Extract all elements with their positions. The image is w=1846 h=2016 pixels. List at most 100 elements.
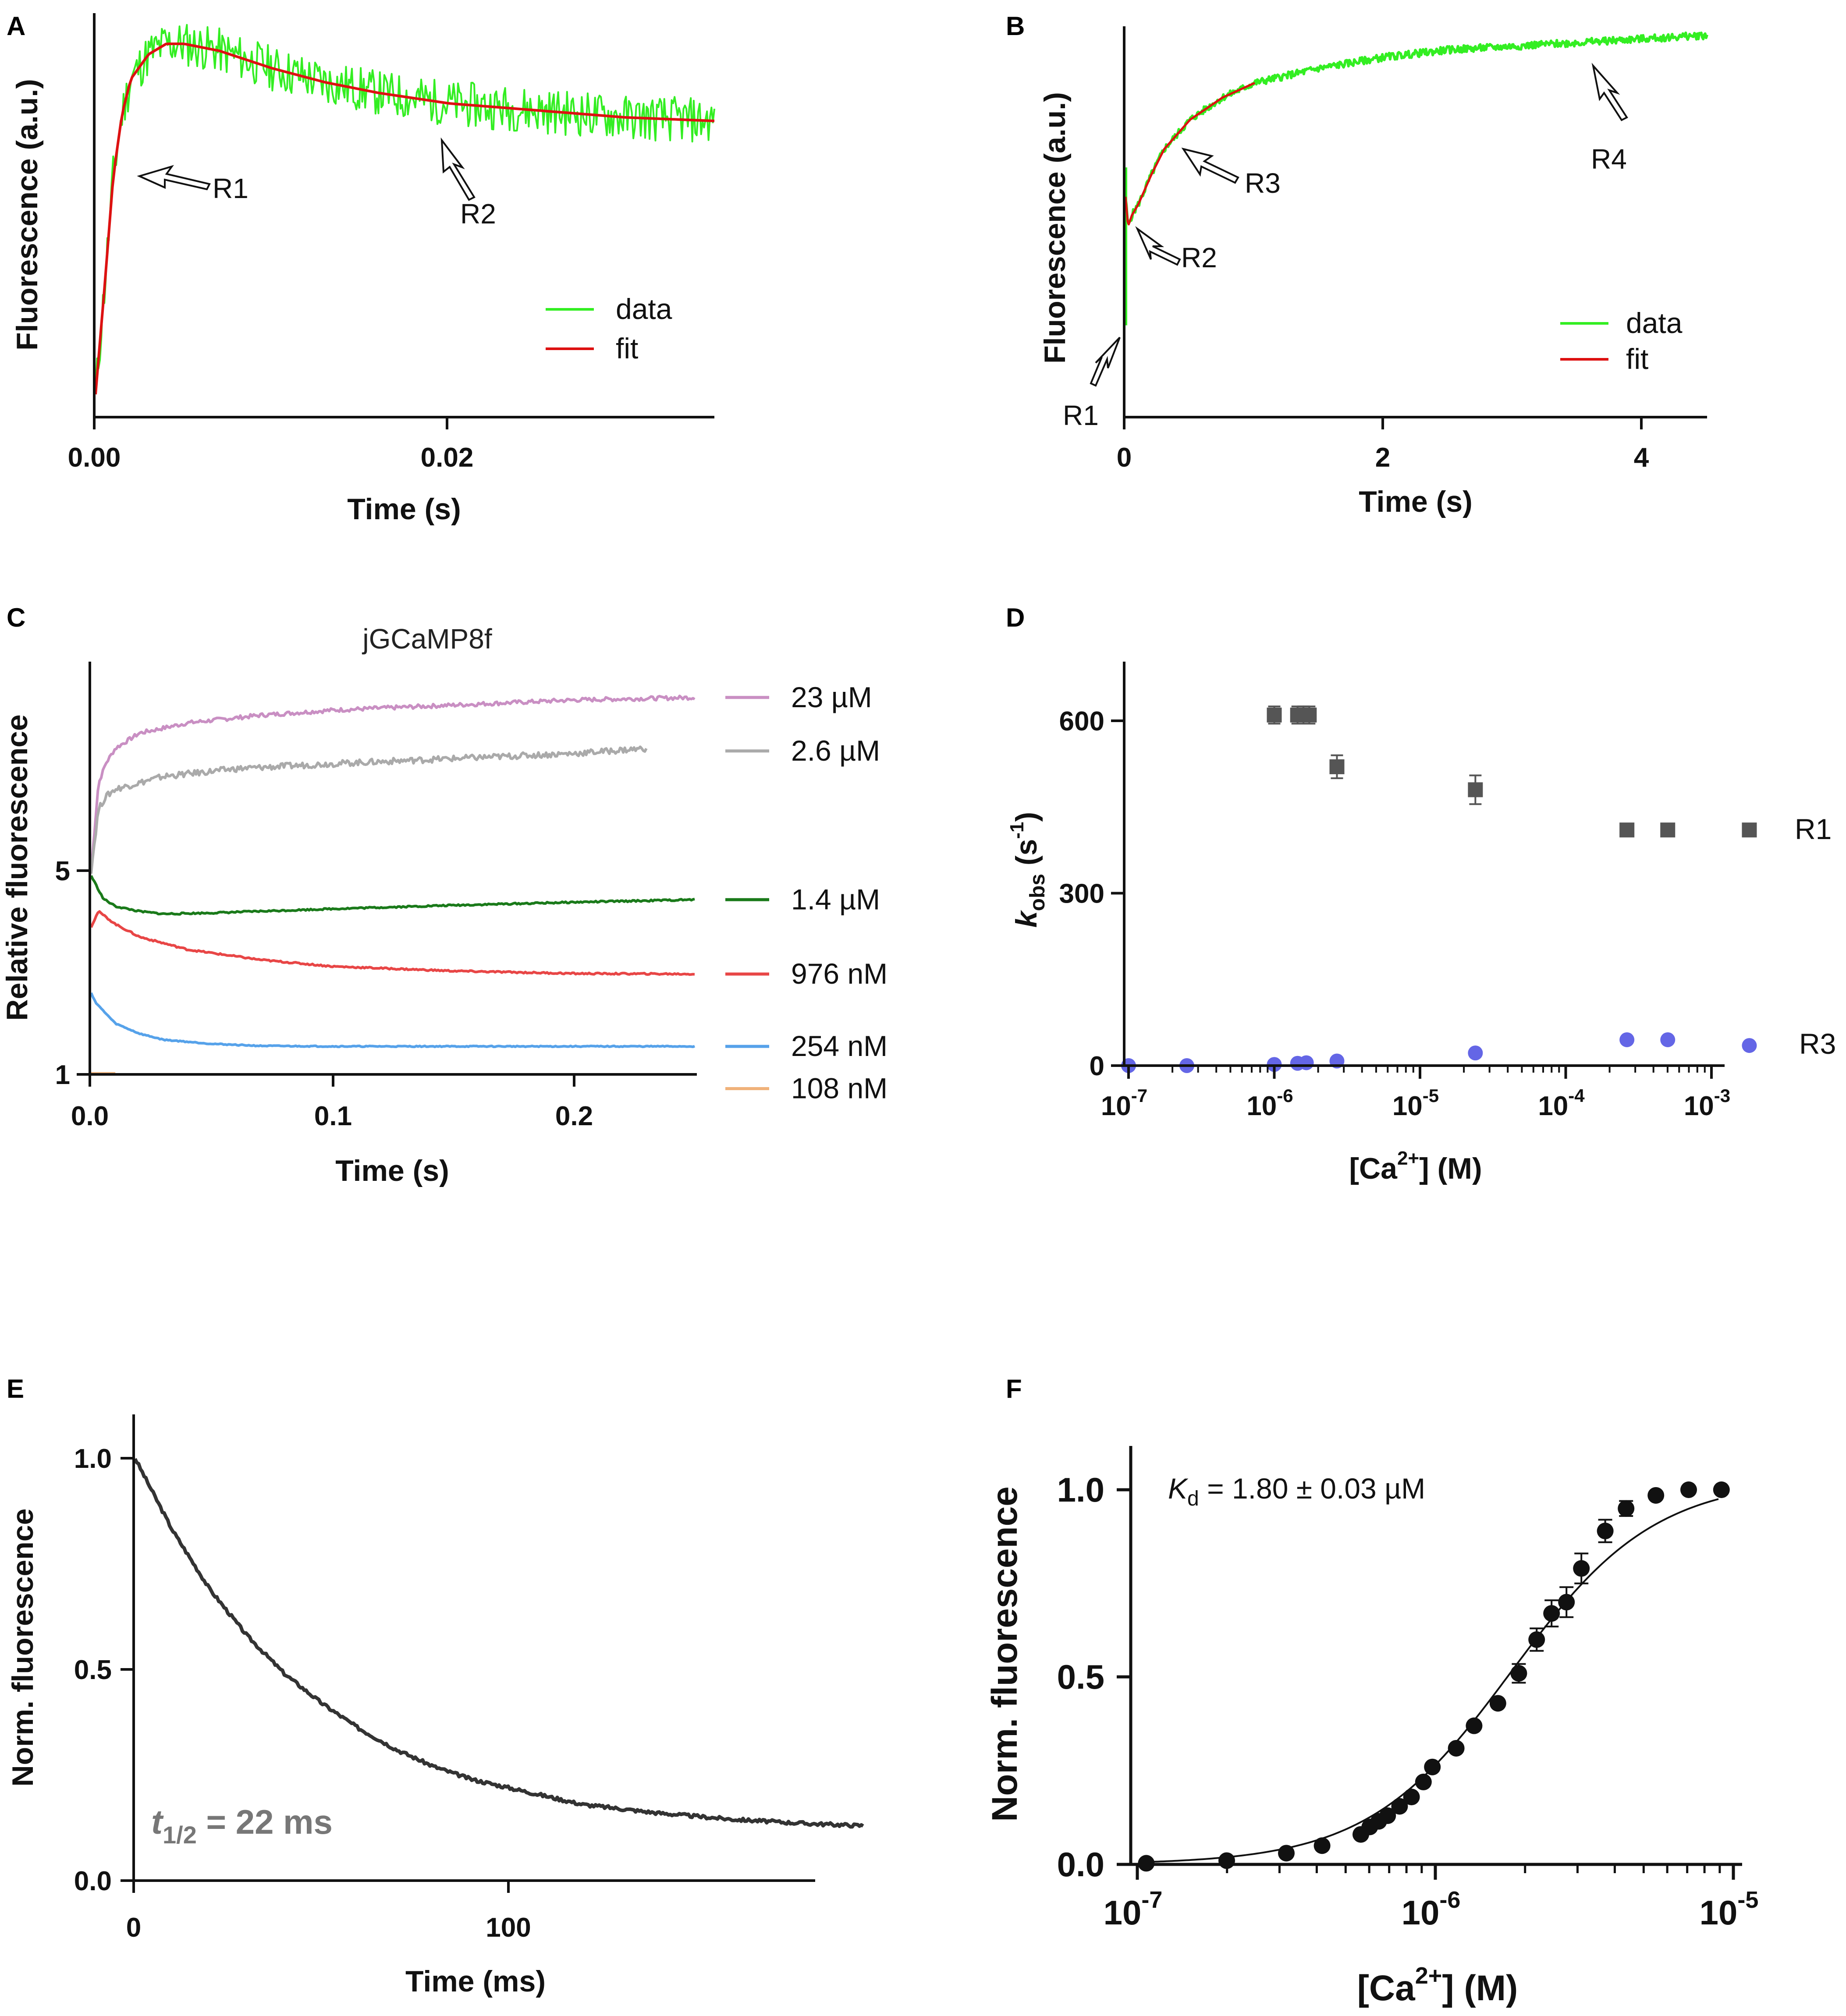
panel-a-y-axis-label: Fluorescence (a.u.)	[11, 79, 44, 351]
panel-f-kd-value: = 1.80 ± 0.03 µM	[1199, 1472, 1425, 1505]
panel-c-legend-label-5: 108 nM	[791, 1072, 888, 1105]
panel-b-r2-label: R2	[1181, 242, 1217, 273]
panel-f-point	[1391, 1798, 1408, 1815]
panel-f-x-axis-label: [Ca2+] (M)	[1357, 1963, 1518, 2008]
panel-c-label: C	[7, 603, 25, 632]
panel-b: B 0 2 4 Time (s) Fluorescence (a.u.) dat…	[1006, 11, 1708, 518]
panel-f-point	[1278, 1845, 1295, 1862]
panel-a-plot	[94, 24, 715, 395]
panel-f-point	[1573, 1560, 1590, 1577]
panel-c-legend: 23 µM 2.6 µM 1.4 µM 976 nM 254 nM 108 nM	[725, 681, 888, 1105]
panel-a-r2-label: R2	[460, 198, 496, 230]
panel-b-r1-label: R1	[1063, 400, 1099, 431]
panel-f-x-label-a: [Ca	[1357, 1968, 1416, 2008]
panel-b-r2-arrow	[1135, 226, 1181, 266]
panel-f-point	[1466, 1717, 1483, 1734]
panel-f-y-tick-label: 1.0	[1057, 1470, 1104, 1509]
panel-e-x-tick-label: 100	[486, 1913, 531, 1943]
panel-c-title: jGCaMP8f	[362, 623, 492, 655]
panel-d-x-tick-label: 10-6	[1246, 1085, 1293, 1121]
panel-c-legend-label-1: 2.6 µM	[791, 734, 880, 767]
panel-c-x-axis-label: Time (s)	[335, 1154, 449, 1187]
panel-e-series-decay	[133, 1458, 864, 1829]
panel-e-y-tick-label: 0.0	[74, 1866, 112, 1896]
panel-a-r1-label: R1	[213, 173, 248, 204]
panel-c-plot	[90, 694, 696, 1075]
panel-a-series-data	[95, 24, 715, 388]
panel-d-x-label-sup: 2+	[1397, 1148, 1419, 1169]
panel-d-point-r3	[1468, 1045, 1483, 1061]
panel-f-point	[1713, 1481, 1730, 1498]
panel-d-point-r1	[1660, 822, 1676, 838]
panel-b-series-fit	[1124, 82, 1255, 226]
panel-f-point	[1543, 1605, 1560, 1622]
panel-f-y-axis-label: Norm. fluorescence	[985, 1486, 1025, 1822]
panel-b-r4-arrow	[1591, 63, 1628, 121]
panel-f-point	[1597, 1523, 1614, 1540]
panel-a-legend-fit: fit	[616, 332, 638, 365]
panel-b-x-axis-label: Time (s)	[1359, 485, 1472, 518]
panel-b-plot	[1124, 31, 1708, 326]
panel-c-x-tick-label: 0.2	[555, 1101, 593, 1131]
panel-d-point-r3	[1660, 1032, 1676, 1047]
panel-a-label: A	[7, 11, 25, 41]
panel-e-y-tick-label: 1.0	[74, 1444, 112, 1474]
panel-b-legend-data: data	[1626, 307, 1683, 339]
panel-d-y-label-sub: obs	[1026, 874, 1049, 911]
panel-f-x-tick-label: 10-7	[1104, 1887, 1163, 1932]
panel-d: D 0 300 600 10-7 10-6 10-5 10-4 10-3 [Ca2+] (M)…	[1006, 603, 1836, 1185]
panel-f-point	[1403, 1789, 1420, 1806]
panel-f-x-label-sup: 2+	[1415, 1963, 1442, 1989]
panel-e-plot	[133, 1458, 864, 1829]
panel-d-point-r3	[1619, 1032, 1635, 1047]
panel-f-x-label-b: ] (M)	[1442, 1968, 1518, 2008]
panel-c-legend-label-4: 254 nM	[791, 1030, 888, 1062]
panel-c-legend-label-0: 23 µM	[791, 681, 872, 713]
panel-a-series-fit	[94, 43, 715, 395]
panel-d-y-label-close: )	[1010, 812, 1043, 822]
panel-a-x-tick-label: 0.00	[68, 443, 121, 473]
panel-d-x-tick-label: 10-4	[1538, 1085, 1585, 1121]
panel-e-half-life-t: t	[151, 1803, 164, 1841]
panel-e-half-life-sub: 1/2	[163, 1821, 197, 1849]
panel-f-fit-curve	[1152, 1498, 1719, 1863]
panel-d-x-tick-exponent: -5	[1423, 1085, 1439, 1106]
panel-c-y-tick-label: 5	[55, 856, 70, 886]
panel-a-r2-arrow	[440, 137, 476, 201]
panel-d-point-r3	[1742, 1038, 1757, 1053]
panel-d-point-r1	[1302, 707, 1317, 723]
panel-e-x-axis-label: Time (ms)	[405, 1965, 546, 1998]
panel-f-x-tick-exponent: -5	[1737, 1887, 1758, 1913]
panel-c-series-1	[90, 745, 648, 874]
panel-f-point	[1415, 1773, 1432, 1790]
panel-f-kd-note: Kd = 1.80 ± 0.03 µM	[1168, 1472, 1425, 1510]
panel-c-series-0	[90, 694, 696, 871]
panel-a: A 0.00 0.02 Time (s) Fluorescence (a.u.)…	[7, 11, 715, 526]
panel-f-x-tick-label: 10-6	[1402, 1887, 1461, 1932]
panel-c-legend-label-2: 1.4 µM	[791, 883, 880, 915]
panel-d-x-tick-exponent: -7	[1131, 1085, 1147, 1106]
panel-c-x-tick-label: 0.0	[71, 1101, 109, 1131]
panel-f-y-tick-label: 0.0	[1057, 1845, 1104, 1884]
panel-c-series-4	[90, 992, 696, 1049]
panel-c-series-2	[90, 875, 695, 916]
panel-b-series-data	[1124, 31, 1708, 224]
panel-a-x-tick-label: 0.02	[421, 443, 474, 473]
panel-f-point	[1647, 1487, 1665, 1504]
panel-f-point	[1314, 1837, 1331, 1854]
panel-f-plot	[1138, 1481, 1730, 1872]
panel-f-point	[1680, 1481, 1697, 1498]
panel-d-y-label-sup: -1	[1006, 822, 1028, 839]
panel-d-point-r1	[1468, 782, 1483, 797]
panel-f-kd-k: K	[1168, 1472, 1189, 1505]
panel-f-point	[1510, 1665, 1527, 1682]
panel-f-kd-sub: d	[1187, 1487, 1199, 1510]
panel-d-ticks: 0 300 600 10-7 10-6 10-5 10-4 10-3	[1059, 706, 1731, 1121]
panel-e-label: E	[7, 1374, 24, 1403]
panel-d-label: D	[1006, 603, 1025, 632]
panel-e: E 0.0 0.5 1.0 0 100 Time (ms) Norm. fluo…	[6, 1374, 864, 1998]
panel-b-y-axis-label: Fluorescence (a.u.)	[1038, 92, 1072, 364]
panel-e-x-tick-label: 0	[126, 1913, 141, 1943]
panel-d-point-r1	[1619, 822, 1635, 838]
